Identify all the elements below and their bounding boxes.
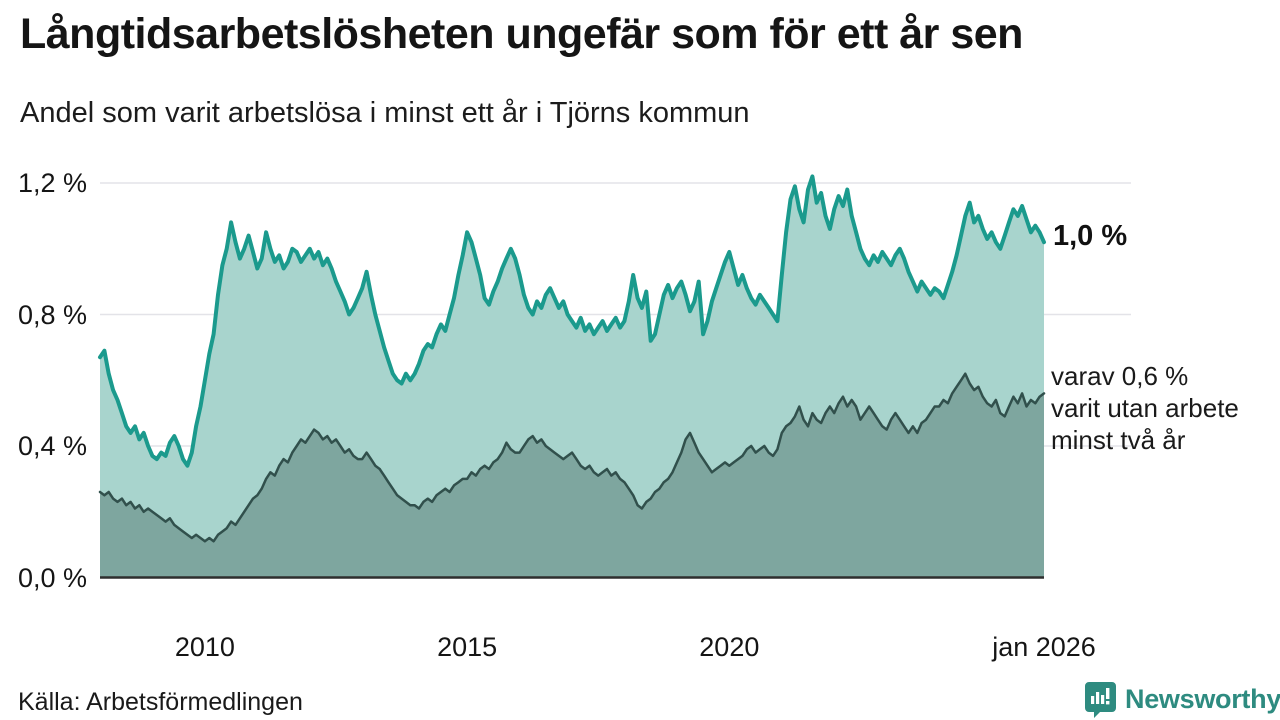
x-axis-tick-label: jan 2026 bbox=[992, 632, 1096, 662]
line-two-years bbox=[98, 372, 1046, 543]
page-subtitle: Andel som varit arbetslösa i minst ett å… bbox=[20, 97, 750, 129]
series-end-value-total: 1,0 % bbox=[1053, 220, 1128, 252]
y-axis-tick-label: 0,0 % bbox=[18, 562, 88, 593]
newsworthy-logo-text: Newsworthy bbox=[1125, 684, 1280, 714]
x-axis-tick-label: 2010 bbox=[174, 632, 235, 662]
x-axis-tick-label: 2020 bbox=[699, 632, 760, 662]
series-end-label-two-years: varav 0,6 % varit utan arbete minst två … bbox=[1051, 361, 1239, 455]
area-two-years bbox=[100, 373, 1044, 578]
page-title: Långtidsarbetslösheten ungefär som för e… bbox=[20, 10, 1023, 58]
line-total bbox=[98, 174, 1046, 468]
y-axis-tick-label: 0,8 % bbox=[18, 299, 88, 330]
y-axis-tick-label: 0,4 % bbox=[18, 431, 88, 461]
y-axis-tick-label: 1,2 % bbox=[18, 168, 88, 198]
source-note: Källa: Arbetsförmedlingen bbox=[18, 688, 303, 716]
x-axis-tick-label: 2015 bbox=[437, 632, 498, 662]
newsworthy-logo-icon bbox=[1085, 682, 1116, 718]
newsworthy-logo: Newsworthy bbox=[1084, 681, 1280, 718]
